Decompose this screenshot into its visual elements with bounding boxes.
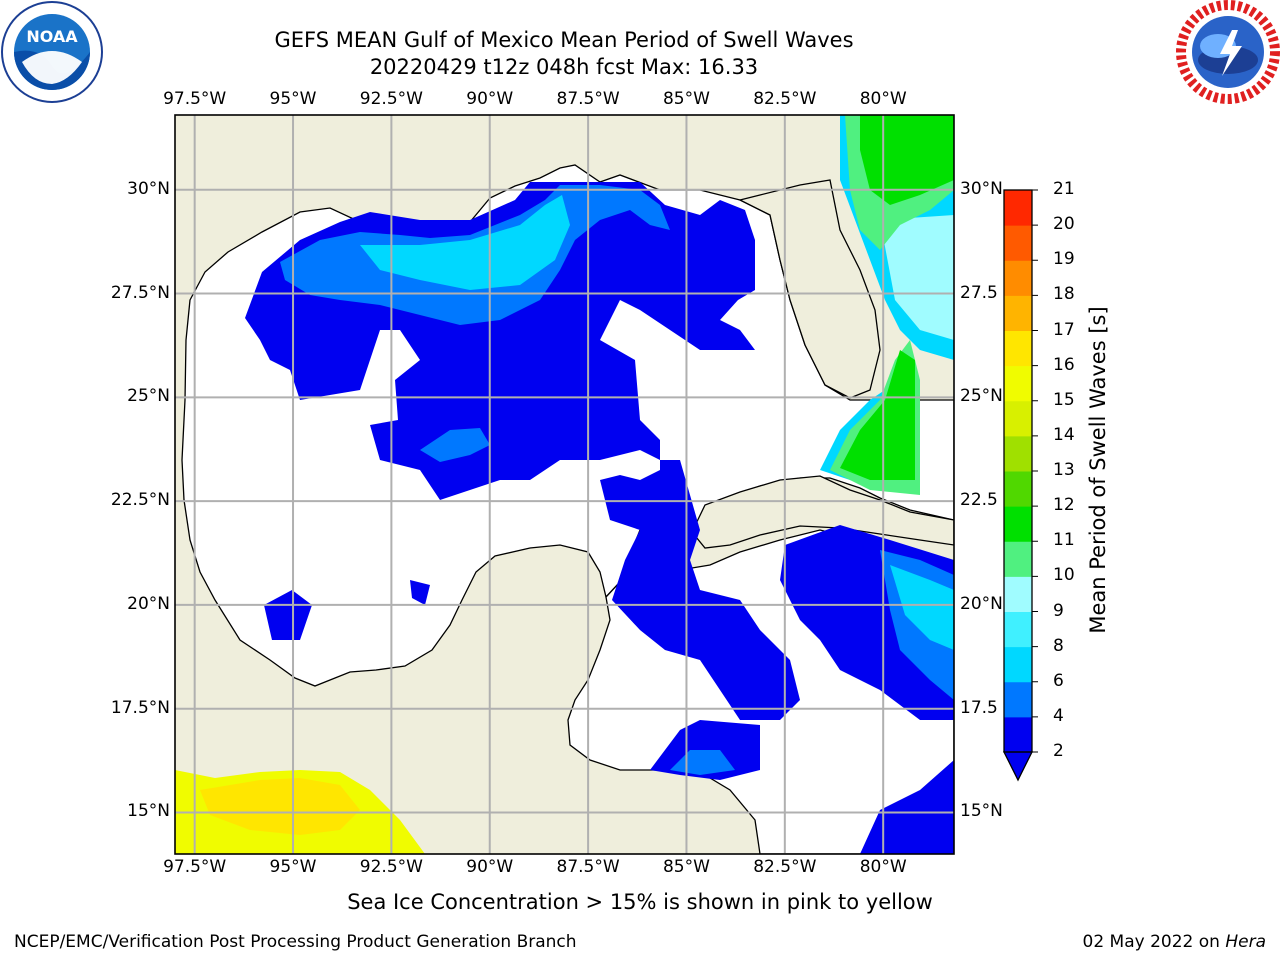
noaa-logo: NOAA: [1, 1, 103, 103]
lon-tick-bottom: 85°W: [662, 857, 710, 877]
colorbar-tick-label: 17: [1053, 319, 1075, 340]
colorbar-cell: [1004, 541, 1032, 577]
colorbar-cell: [1004, 435, 1032, 472]
lon-tick-bottom: 97.5°W: [163, 857, 227, 877]
colorbar-tick-label: 8: [1053, 635, 1064, 656]
colorbar-cell: [1004, 365, 1032, 402]
lat-tick-right: 30°N: [960, 178, 1003, 199]
lon-tick-bottom: 82.5°W: [753, 857, 817, 877]
colorbar-tick-label: 2: [1053, 741, 1064, 761]
colorbar-cell: [1004, 506, 1032, 542]
lon-tick-top: 85°W: [662, 89, 710, 109]
map-frame: [174, 114, 955, 855]
colorbar-tick-label: 10: [1053, 565, 1075, 586]
footer-date: 02 May 2022 on Hera: [1082, 932, 1267, 952]
lon-tick-bottom: 80°W: [859, 857, 907, 877]
colorbar-tick-label: 4: [1053, 705, 1064, 726]
footer-credit: NCEP/EMC/Verification Post Processing Pr…: [14, 932, 577, 952]
lon-tick-top: 87.5°W: [556, 89, 620, 109]
colorbar-cell: [1004, 190, 1032, 226]
lat-tick-left: 30°N: [127, 178, 170, 199]
nws-logo: [1176, 0, 1280, 104]
lon-tick-bottom: 95°W: [269, 857, 317, 877]
map-gridlines: [175, 115, 954, 854]
lat-tick-left: 15°N: [127, 801, 170, 822]
colorbar-cell: [1004, 611, 1032, 648]
colorbar-tick-label: 18: [1053, 284, 1075, 305]
colorbar-cell: [1004, 646, 1032, 683]
lat-tick-left: 20°N: [127, 593, 170, 614]
lon-tick-top: 95°W: [269, 89, 317, 109]
chart-title: GEFS MEAN Gulf of Mexico Mean Period of …: [274, 28, 854, 52]
colorbar-tick-label: 21: [1053, 179, 1075, 199]
cuba: [691, 475, 954, 549]
colorbar-cell: [1004, 576, 1032, 612]
lat-tick-left: 25°N: [127, 386, 170, 407]
colorbar-tick-label: 14: [1053, 424, 1075, 445]
lon-tick-top: 97.5°W: [163, 89, 227, 109]
colorbar-cell: [1004, 225, 1032, 261]
lat-tick-right: 20°N: [960, 593, 1003, 614]
swell-contours: [245, 115, 954, 854]
lat-tick-left: 22.5°N: [110, 490, 170, 511]
lat-tick-left: 17.5°N: [110, 697, 170, 718]
lon-tick-top: 92.5°W: [359, 89, 423, 109]
colorbar-cell: [1004, 681, 1032, 718]
colorbar-tick-label: 16: [1053, 354, 1075, 375]
lon-tick-top: 90°W: [466, 89, 514, 109]
colorbar-tick-label: 19: [1053, 249, 1075, 270]
lat-tick-right: 27.5: [960, 282, 998, 303]
colorbar-tick-label: 9: [1053, 600, 1064, 621]
colorbar-cell: [1004, 295, 1032, 331]
colorbar-cell: [1004, 400, 1032, 437]
sea-ice-note: Sea Ice Concentration > 15% is shown in …: [347, 890, 933, 914]
lon-tick-top: 82.5°W: [753, 89, 817, 109]
lat-tick-right: 25°N: [960, 386, 1003, 407]
colorbar-label: Mean Period of Swell Waves [s]: [1086, 306, 1110, 634]
lat-tick-left: 27.5°N: [110, 282, 170, 303]
lat-tick-right: 17.5: [960, 697, 998, 718]
colorbar-tick-label: 15: [1053, 389, 1075, 410]
lon-tick-bottom: 87.5°W: [556, 857, 620, 877]
lon-tick-top: 80°W: [859, 89, 907, 109]
chart-subtitle: 20220429 t12z 048h fcst Max: 16.33: [369, 55, 759, 79]
colorbar-tick-label: 12: [1053, 495, 1075, 516]
colorbar-tick-label: 6: [1053, 670, 1064, 691]
colorbar-cell: [1004, 716, 1032, 753]
colorbar-cell: [1004, 260, 1032, 296]
colorbar-cell: [1004, 330, 1032, 367]
colorbar-extend-arrow: [1002, 751, 1034, 782]
colorbar-tick-label: 20: [1053, 214, 1075, 235]
lon-tick-bottom: 90°W: [466, 857, 514, 877]
lat-tick-right: 22.5: [960, 490, 998, 511]
lat-tick-right: 15°N: [960, 801, 1003, 822]
footer-host: Hera: [1225, 932, 1266, 952]
svg-text:NOAA: NOAA: [26, 27, 78, 46]
colorbar-tick-label: 11: [1053, 530, 1075, 551]
colorbar-tick-label: 13: [1053, 460, 1075, 480]
colorbar-cell: [1004, 471, 1032, 507]
lon-tick-bottom: 92.5°W: [359, 857, 423, 877]
